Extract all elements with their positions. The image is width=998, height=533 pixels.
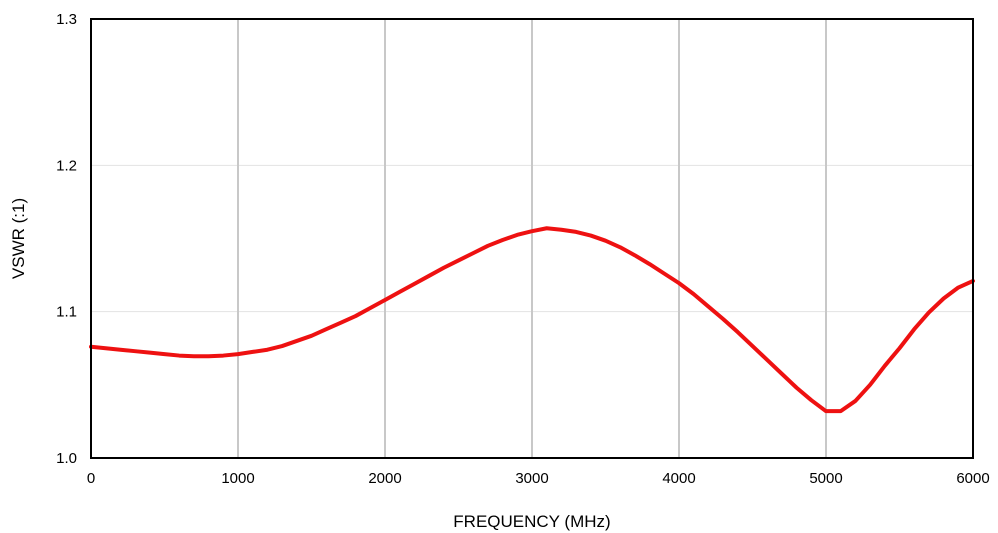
x-tick-label-2000: 2000 [368, 470, 401, 487]
y-tick-label-1.0: 1.0 [56, 450, 77, 467]
series-line-0 [89, 226, 975, 414]
series-layer [89, 226, 975, 414]
y-tick-labels: 1.0 1.1 1.2 1.3 [56, 11, 77, 467]
y-tick-label-1.3: 1.3 [56, 11, 77, 28]
y-axis-title: VSWR (:1) [9, 198, 28, 279]
y-tick-label-1.2: 1.2 [56, 157, 77, 174]
plot-frame [90, 18, 974, 459]
x-tick-label-4000: 4000 [662, 470, 695, 487]
x-tick-label-6000: 6000 [956, 470, 989, 487]
x-tick-labels: 0 1000 2000 3000 4000 5000 6000 [87, 470, 990, 487]
grid-lines [91, 19, 973, 458]
x-axis-title: FREQUENCY (MHz) [453, 512, 610, 531]
x-tick-label-1000: 1000 [221, 470, 254, 487]
x-tick-label-3000: 3000 [515, 470, 548, 487]
x-tick-label-0: 0 [87, 470, 95, 487]
x-tick-label-5000: 5000 [809, 470, 842, 487]
y-tick-label-1.1: 1.1 [56, 304, 77, 321]
